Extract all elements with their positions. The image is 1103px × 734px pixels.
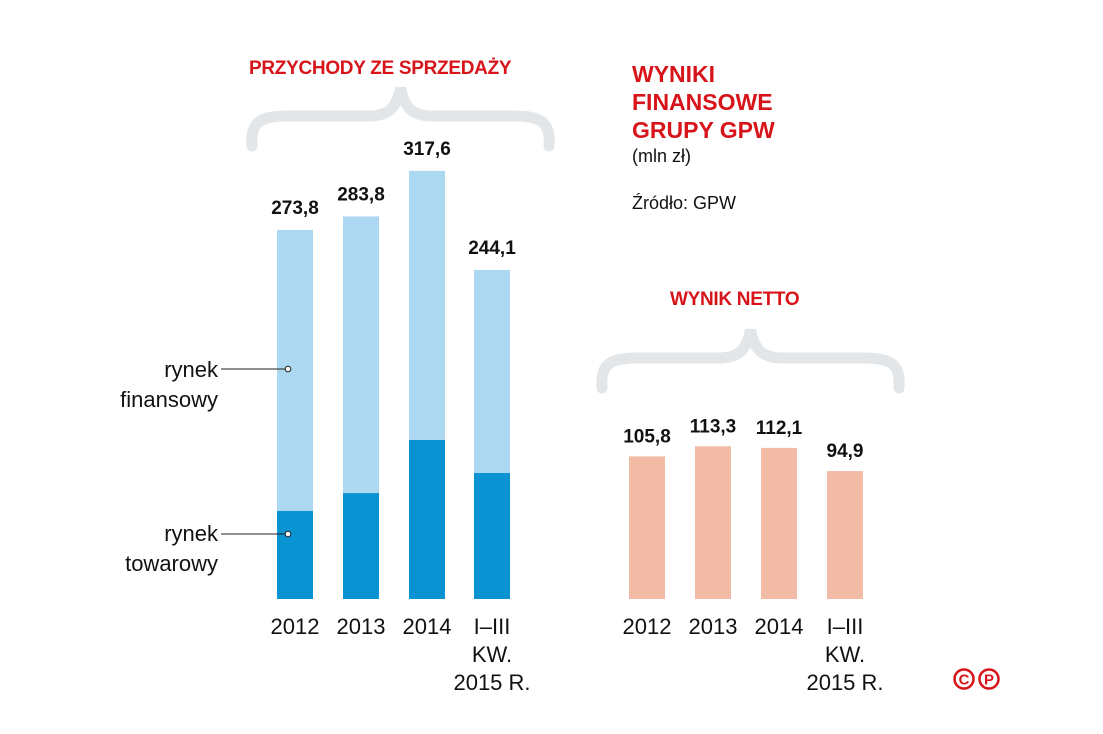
legend-text: rynek <box>164 521 218 546</box>
category-label: 2013 <box>337 614 386 639</box>
title-line: WYNIKI <box>632 61 716 87</box>
bar-net <box>695 446 731 599</box>
net-brace <box>596 328 905 394</box>
category-label: 2015 R. <box>453 670 530 695</box>
net-title: WYNIK NETTO <box>670 289 800 310</box>
bar-commodity <box>409 439 445 599</box>
legend-text: rynek <box>164 357 218 382</box>
category-label: I–III <box>474 614 511 639</box>
legend-commodity: rynek towarowy <box>78 519 218 579</box>
value-label: 105,8 <box>623 426 671 447</box>
bar-financial <box>409 170 445 440</box>
source-label: Źródło: GPW <box>632 193 737 213</box>
bar-net <box>629 456 665 599</box>
category-label: 2013 <box>689 614 738 639</box>
svg-text:C: C <box>959 672 970 689</box>
legend-text: finansowy <box>120 387 218 412</box>
bar-net <box>827 471 863 599</box>
legend-dot <box>284 530 292 538</box>
bar-financial <box>277 229 313 511</box>
category-label: KW. <box>825 642 865 667</box>
legend-text: towarowy <box>125 551 218 576</box>
bar-commodity <box>474 472 510 599</box>
main-title: WYNIKI FINANSOWE GRUPY GPW (mln zł) Źród… <box>632 60 775 214</box>
value-label: 112,1 <box>756 418 803 439</box>
category-label: I–III <box>827 614 864 639</box>
category-label: 2012 <box>623 614 672 639</box>
value-label: 113,3 <box>690 416 737 437</box>
bar-commodity <box>343 493 379 599</box>
legend-financial: rynek finansowy <box>78 355 218 415</box>
bar-net <box>761 447 797 599</box>
title-line: GRUPY GPW <box>632 117 775 143</box>
revenue-title: PRZYCHODY ZE SPRZEDAŻY <box>249 58 512 79</box>
svg-text:P: P <box>984 672 994 689</box>
bar-financial <box>474 269 510 473</box>
value-label: 273,8 <box>271 198 319 219</box>
category-label: 2012 <box>271 614 320 639</box>
value-label: 283,8 <box>337 184 385 205</box>
category-label: 2015 R. <box>806 670 883 695</box>
copyright-logo: C P <box>952 666 1002 697</box>
title-line: FINANSOWE <box>632 89 773 115</box>
unit-label: (mln zł) <box>632 146 691 166</box>
copyright-icon: C P <box>953 668 1000 690</box>
value-label: 94,9 <box>827 441 864 462</box>
revenue-brace <box>246 86 555 152</box>
category-label: KW. <box>472 642 512 667</box>
value-label: 244,1 <box>468 238 516 259</box>
value-label: 317,6 <box>403 139 451 160</box>
legend-dot <box>284 365 292 373</box>
bar-commodity <box>277 510 313 599</box>
category-label: 2014 <box>755 614 804 639</box>
bar-financial <box>343 216 379 494</box>
category-label: 2014 <box>403 614 452 639</box>
